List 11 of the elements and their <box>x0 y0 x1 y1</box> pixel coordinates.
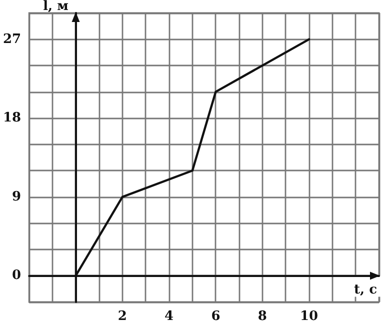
x-axis-title: t, с <box>354 282 378 298</box>
x-tick-label: 4 <box>164 309 174 323</box>
y-tick-label: 18 <box>2 110 22 126</box>
x-tick-label: 8 <box>258 309 267 323</box>
y-tick-label: 9 <box>12 189 22 204</box>
x-tick-label: 2 <box>118 309 127 323</box>
x-tick-label: 6 <box>211 309 220 323</box>
y-axis-title: l, м <box>43 0 68 14</box>
y-tick-label: 0 <box>12 268 22 284</box>
y-tick-label: 27 <box>2 32 22 47</box>
x-tick-label: 10 <box>300 309 318 323</box>
